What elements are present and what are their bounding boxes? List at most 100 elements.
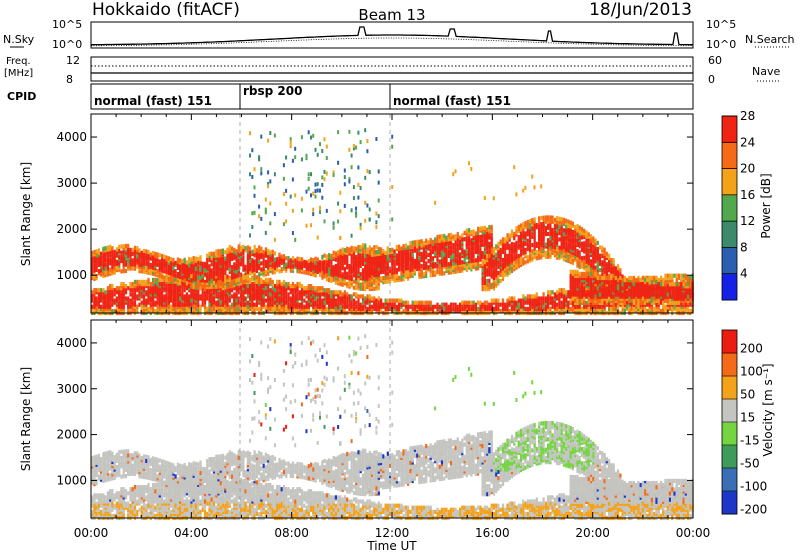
power-cell: [285, 188, 288, 193]
power-cell: [192, 274, 195, 279]
power-cell: [420, 245, 423, 250]
power-cell: [231, 246, 234, 251]
power-cell: [350, 294, 353, 299]
power-cell: [201, 296, 204, 301]
power-cell: [508, 252, 511, 257]
power-cell: [337, 250, 340, 255]
power-cell: [549, 219, 552, 224]
power-cell: [267, 259, 270, 264]
power-cell: [524, 306, 527, 311]
power-cell: [499, 252, 502, 257]
power-cell: [578, 235, 581, 241]
power-cell: [167, 294, 170, 299]
power-cell: [314, 182, 317, 187]
power-cell: [490, 272, 493, 277]
power-cell: [260, 171, 263, 176]
power-cell: [111, 308, 114, 314]
power-cell: [147, 260, 150, 265]
power-cell: [481, 268, 484, 273]
power-cell: [524, 250, 527, 255]
power-cell: [124, 246, 128, 251]
power-cell: [477, 306, 480, 311]
power-cell: [264, 308, 267, 314]
power-cell: [531, 174, 534, 179]
power-cell: [332, 277, 335, 282]
power-cell: [576, 249, 579, 254]
power-cell: [364, 308, 367, 314]
power-cell: [258, 214, 261, 219]
power-cell: [468, 238, 471, 243]
power-cell: [350, 208, 353, 213]
power-cell: [567, 248, 570, 253]
power-cell: [373, 279, 376, 284]
power-cell: [533, 236, 536, 241]
power-cell: [571, 236, 574, 241]
power-cell: [258, 249, 261, 254]
power-cell: [422, 241, 426, 246]
power-cell: [472, 231, 475, 236]
power-cell: [172, 288, 175, 293]
power-cell: [411, 300, 414, 305]
power-cell: [576, 228, 579, 233]
power-cell: [142, 269, 146, 274]
power-cell: [368, 217, 371, 222]
power-cell: [120, 244, 123, 249]
power-cell: [264, 286, 267, 291]
power-cell: [303, 259, 306, 264]
power-cell: [217, 249, 220, 254]
power-cell: [440, 244, 444, 249]
power-cell: [294, 262, 297, 267]
power-cell: [556, 302, 559, 307]
power-cell: [391, 302, 394, 307]
power-cell: [319, 260, 322, 265]
power-cell: [233, 292, 236, 297]
power-cell: [477, 235, 480, 240]
power-cell: [472, 250, 475, 255]
power-cell: [488, 225, 491, 230]
power-cell: [199, 286, 202, 291]
power-cell: [454, 242, 457, 247]
power-cell: [316, 292, 319, 297]
power-cell: [325, 292, 328, 297]
power-cell: [208, 280, 211, 285]
power-cell: [253, 259, 256, 264]
power-cell: [538, 245, 541, 250]
power-cell: [422, 263, 426, 268]
power-cell: [542, 226, 545, 231]
power-cell: [242, 244, 245, 249]
power-cell: [574, 229, 577, 234]
power-cell: [472, 242, 475, 247]
power-cell: [325, 208, 328, 213]
power-cell: [343, 175, 346, 180]
power-cell: [427, 252, 430, 257]
power-cell: [513, 248, 516, 253]
power-cell: [409, 274, 412, 279]
power-cell: [517, 253, 520, 258]
power-cell: [364, 200, 367, 205]
power-cell: [529, 250, 532, 255]
power-cell: [535, 292, 538, 297]
power-cell: [436, 245, 439, 250]
power-cell: [470, 229, 473, 235]
power-cell: [531, 249, 534, 254]
power-cell: [115, 253, 118, 258]
power-cell: [203, 279, 207, 284]
power-cell: [531, 218, 534, 223]
power-cell: [127, 258, 130, 263]
power-cell: [375, 220, 378, 225]
power-cell: [282, 279, 286, 284]
power-cell: [569, 251, 572, 256]
power-cell: [395, 257, 398, 262]
power-cell: [558, 237, 561, 242]
power-cell: [228, 247, 231, 252]
power-cell: [115, 259, 118, 264]
power-cell: [350, 264, 353, 269]
power-cell: [565, 229, 568, 234]
power-cell: [104, 290, 107, 295]
power-cell: [258, 259, 261, 265]
power-cell: [161, 294, 164, 299]
power-cell: [158, 271, 161, 276]
power-cell: [538, 216, 541, 221]
power-cell: [542, 304, 545, 309]
power-cell: [255, 248, 258, 253]
